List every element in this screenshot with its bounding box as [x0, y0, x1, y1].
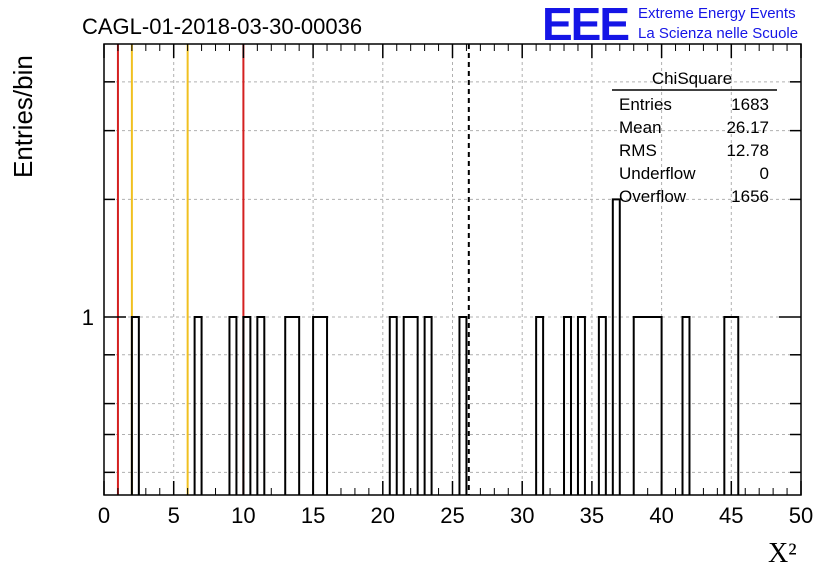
- histogram-bin: [388, 315, 398, 495]
- stats-row-label: Underflow: [619, 164, 696, 183]
- stats-box: ChiSquare Entries 1683 Mean 26.17 RMS 12.78 Un…: [612, 69, 777, 206]
- histogram-bin: [632, 315, 663, 495]
- histogram-bin: [284, 315, 301, 495]
- y-axis-label: Entries/bin: [8, 55, 38, 178]
- x-tick-label: 50: [789, 503, 813, 528]
- x-tick-label: 10: [231, 503, 255, 528]
- reference-lines: [116, 44, 470, 495]
- stats-row-value: 1683: [731, 95, 769, 114]
- eee-logo: EEE Extreme Energy Events La Scienza nel…: [542, 0, 798, 50]
- histogram-bin: [130, 315, 140, 495]
- eee-logo-line1: Extreme Energy Events: [638, 5, 796, 22]
- x-tick-label: 25: [440, 503, 464, 528]
- stats-row-value: 12.78: [726, 141, 769, 160]
- stats-rows: Entries 1683 Mean 26.17 RMS 12.78 Underflow 0 Ov…: [619, 95, 769, 206]
- x-tick-label: 20: [371, 503, 395, 528]
- x-axis-label: X²: [768, 538, 797, 569]
- run-title: CAGL-01-2018-03-30-00036: [82, 14, 362, 39]
- histogram-bin: [312, 315, 329, 495]
- histogram-bin: [256, 315, 266, 495]
- stats-row-label: Entries: [619, 95, 672, 114]
- stats-row-value: 0: [760, 164, 769, 183]
- histogram-bin: [535, 315, 545, 495]
- x-tick-label: 5: [168, 503, 180, 528]
- stats-row-value: 1656: [731, 187, 769, 206]
- histogram-bin: [242, 315, 252, 495]
- histogram-bin: [576, 315, 586, 495]
- stats-box-name: ChiSquare: [652, 69, 732, 88]
- histogram-bin: [563, 315, 572, 495]
- x-tick-label: 45: [719, 503, 743, 528]
- axis-ticks: 0 5 10 15 20 25 30 35 40 45 50 1: [82, 44, 813, 528]
- histogram-bin: [402, 315, 419, 495]
- grid: [104, 44, 801, 495]
- x-tick-label: 0: [98, 503, 110, 528]
- stats-row-label: Mean: [619, 118, 662, 137]
- x-tick-label: 30: [510, 503, 534, 528]
- histogram-bars: [130, 198, 740, 495]
- histogram-bin: [597, 315, 607, 495]
- histogram-bin: [423, 315, 433, 495]
- histogram-bin: [458, 315, 468, 495]
- x-tick-label: 35: [580, 503, 604, 528]
- histogram-bin: [681, 315, 691, 495]
- stats-row-value: 26.17: [726, 118, 769, 137]
- eee-logo-mark: EEE: [542, 0, 628, 50]
- x-tick-label: 15: [301, 503, 325, 528]
- x-tick-label: 40: [649, 503, 673, 528]
- y-tick-label: 1: [82, 305, 94, 330]
- stats-row-label: RMS: [619, 141, 657, 160]
- histogram-bin: [193, 315, 203, 495]
- histogram-bin: [611, 198, 621, 495]
- histogram-bin: [228, 315, 238, 495]
- stats-row-label: Overflow: [619, 187, 687, 206]
- eee-logo-line2: La Scienza nelle Scuole: [638, 25, 798, 42]
- histogram-bin: [723, 315, 740, 495]
